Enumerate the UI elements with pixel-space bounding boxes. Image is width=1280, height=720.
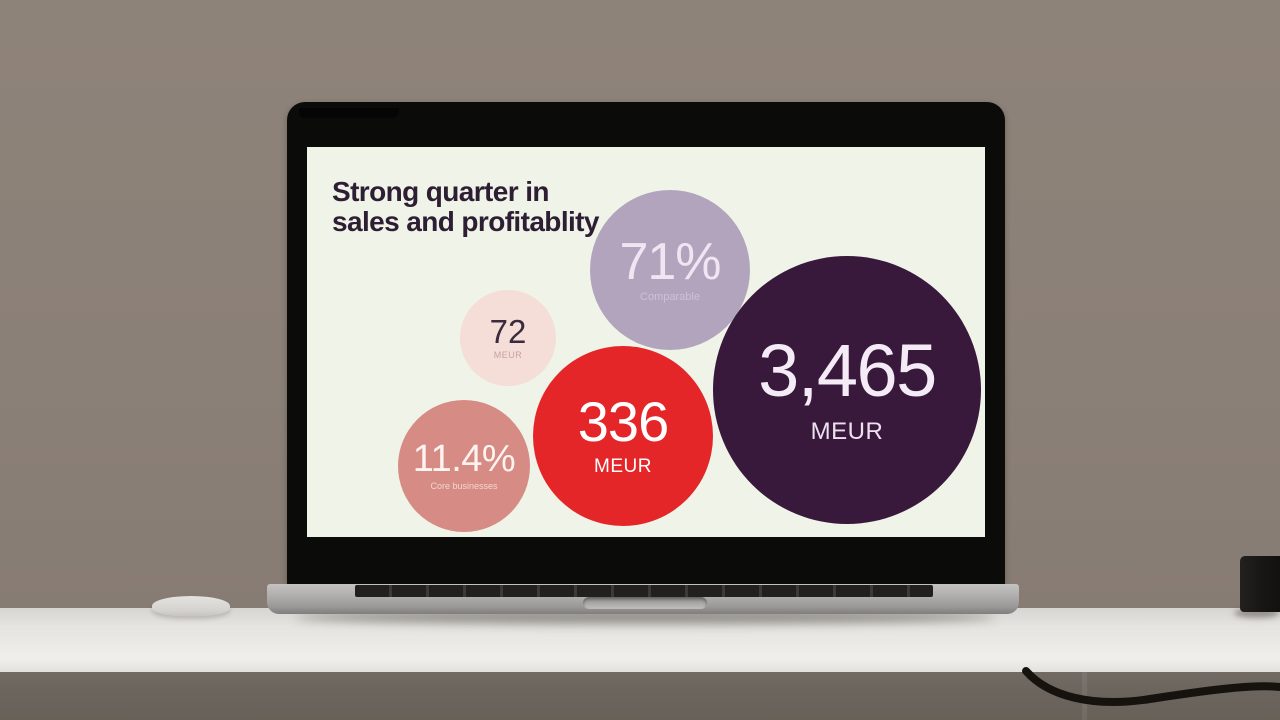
bubble-sublabel: Comparable bbox=[640, 290, 700, 303]
bubble-core-businesses: 11.4% Core businesses bbox=[398, 400, 530, 532]
bubble-value: 72 bbox=[489, 313, 527, 351]
bubble-comparable: 71% Comparable bbox=[590, 190, 750, 350]
bubble-value: 71% bbox=[619, 232, 721, 291]
webcam-notch bbox=[299, 108, 399, 118]
bubble-value: 336 bbox=[577, 389, 669, 453]
bubble-sublabel: Core businesses bbox=[430, 481, 498, 492]
bubble-336-meur: 336 MEUR bbox=[533, 346, 713, 526]
lid-opening-notch bbox=[583, 597, 707, 609]
presentation-slide: Strong quarter in sales and profitablity… bbox=[307, 147, 985, 537]
keyboard bbox=[355, 585, 933, 597]
bubble-sublabel: MEUR bbox=[810, 417, 884, 445]
bubble-sublabel: MEUR bbox=[493, 350, 523, 361]
small-desk-object bbox=[152, 596, 230, 616]
bubble-72-meur: 72 MEUR bbox=[460, 290, 556, 386]
bubble-value: 3,465 bbox=[758, 328, 937, 412]
laptop-base bbox=[267, 584, 1019, 614]
bubble-sublabel: MEUR bbox=[594, 455, 652, 477]
black-object-shadow bbox=[1234, 608, 1280, 618]
bubble-value: 11.4% bbox=[412, 438, 516, 481]
bubble-3465-meur: 3,465 MEUR bbox=[713, 256, 981, 524]
black-desk-object bbox=[1240, 556, 1280, 612]
laptop-screen: Strong quarter in sales and profitablity… bbox=[307, 147, 985, 537]
slide-title: Strong quarter in sales and profitablity bbox=[332, 176, 599, 237]
